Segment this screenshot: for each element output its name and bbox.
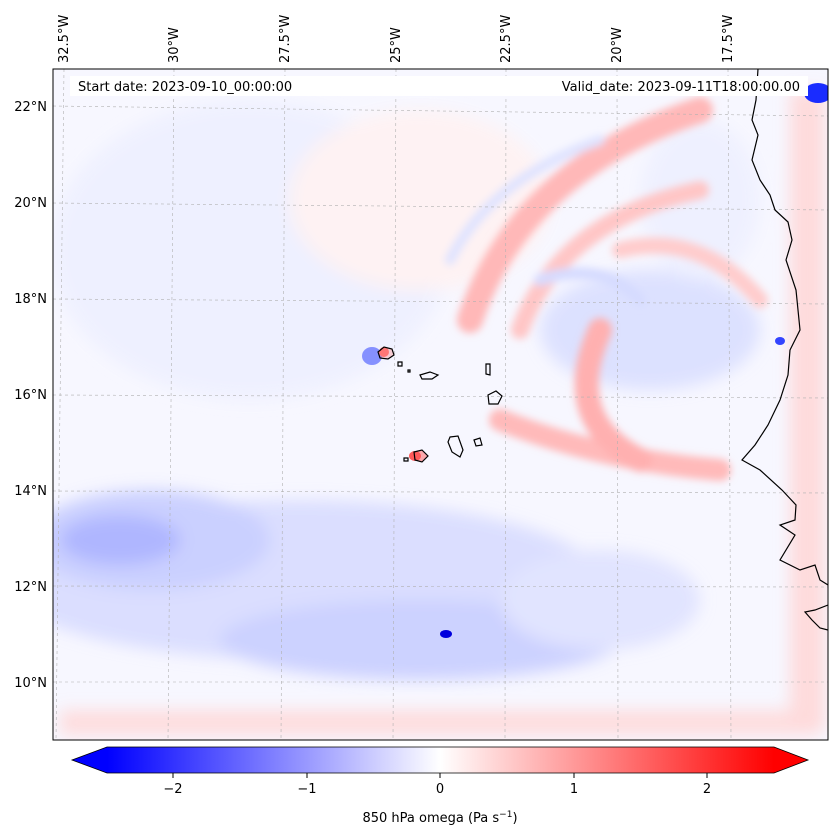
colorbar-label-exponent: −1 [499, 810, 512, 820]
lat-label: 20°N [14, 196, 47, 211]
island-santa-luzia [407, 369, 411, 373]
lon-label: 20°W [610, 27, 625, 63]
coastlines [741, 69, 828, 631]
lon-label: 25°W [389, 27, 404, 63]
longitude-labels: 32.5°W 30°W 27.5°W 25°W 22.5°W 20°W 17.5… [57, 15, 736, 63]
start-date-label: Start date: 2023-09-10_00:00:00 [78, 80, 292, 95]
lat-label: 22°N [14, 100, 47, 115]
colorbar-tick-label: −2 [163, 782, 182, 797]
colorbar-tick-label: 2 [703, 782, 711, 797]
island-sao-vicente [397, 361, 403, 367]
lat-label: 10°N [14, 676, 47, 691]
colorbar-gradient [107, 747, 774, 773]
header-box [70, 76, 808, 96]
colorbar-max-extension [774, 747, 808, 773]
colorbar: −2 −1 0 1 2 850 hPa omega (Pa s−1) [70, 746, 810, 826]
gridlines [53, 69, 828, 740]
colorbar-label-text: 850 hPa omega (Pa s [362, 811, 499, 826]
lat-label: 18°N [14, 292, 47, 307]
lat-label: 14°N [14, 484, 47, 499]
lon-label: 32.5°W [57, 15, 72, 63]
colorbar-outline [70, 746, 810, 774]
island-santo-antao [377, 346, 395, 360]
island-fogo [413, 449, 429, 463]
island-maio [473, 437, 483, 447]
colorbar-ticks [172, 773, 708, 778]
colorbar-min-extension [72, 747, 107, 773]
lon-label: 27.5°W [278, 15, 293, 63]
island-boa-vista [487, 390, 503, 405]
island-brava [403, 457, 409, 462]
colorbar-tick-label: −1 [297, 782, 316, 797]
latitude-labels: 22°N 20°N 18°N 16°N 14°N 12°N 10°N [14, 100, 47, 691]
colorbar-tick-label: 0 [436, 782, 444, 797]
valid-date-label: Valid_date: 2023-09-11T18:00:00.00 [562, 80, 800, 95]
lat-label: 12°N [14, 580, 47, 595]
cape-verde-islands [377, 346, 503, 463]
guinea-coastline [803, 604, 828, 631]
strong-ascent-spot [440, 630, 452, 638]
island-sal [485, 363, 491, 376]
lat-label: 16°N [14, 388, 47, 403]
colorbar-label: 850 hPa omega (Pa s−1) [362, 810, 517, 826]
colorbar-label-close: ) [512, 811, 517, 826]
map-plot-area: Start date: 2023-09-10_00:00:00 Valid_da… [52, 68, 829, 741]
colorbar-tick-label: 1 [570, 782, 578, 797]
lon-label: 30°W [167, 27, 182, 63]
island-santiago [447, 435, 464, 458]
island-sao-nicolau [419, 371, 440, 380]
omega-field [53, 83, 828, 735]
ascent-corner-spot [804, 83, 828, 103]
africa-coastline [741, 69, 828, 586]
plot-frame [52, 68, 829, 741]
lon-label: 17.5°W [721, 15, 736, 63]
lon-label: 22.5°W [499, 15, 514, 63]
